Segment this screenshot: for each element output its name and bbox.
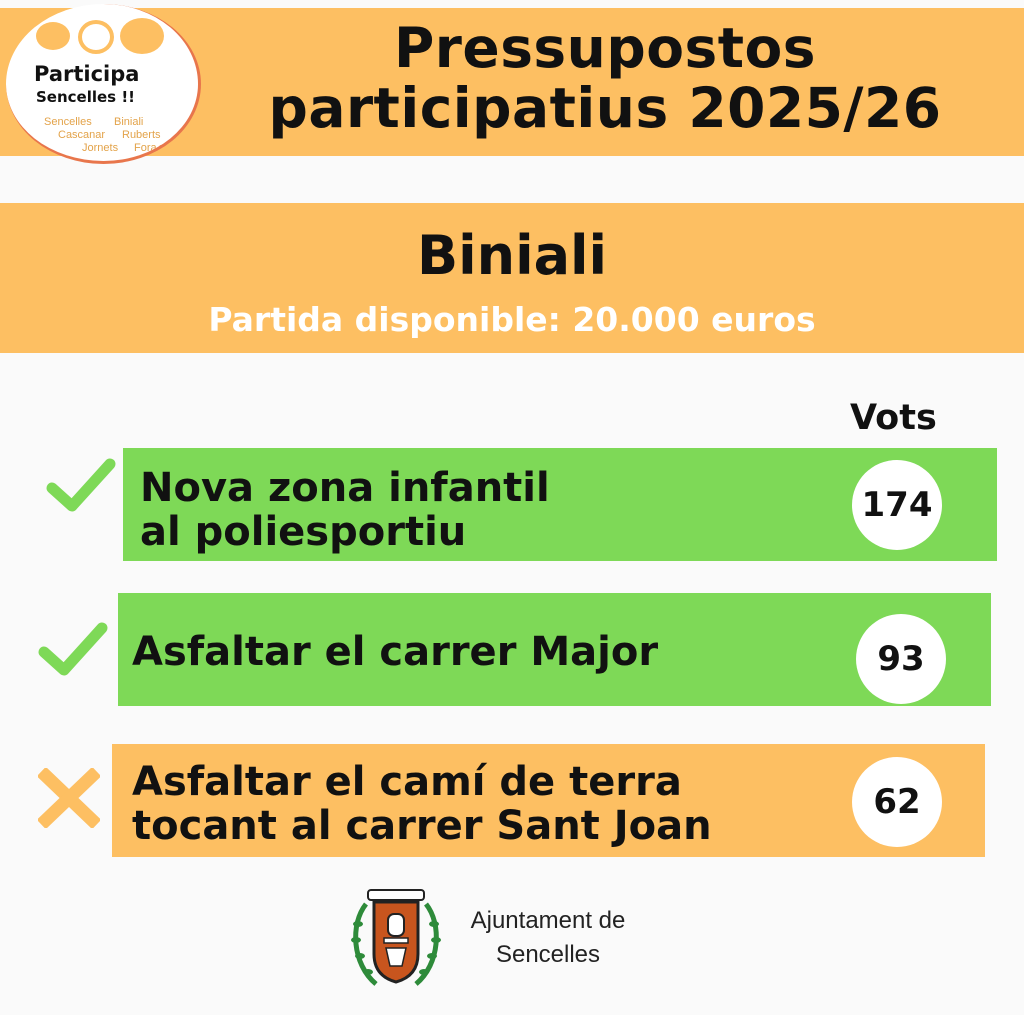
logo-place: Fora vila <box>134 142 177 154</box>
project-row <box>123 448 997 561</box>
participa-logo: Participa Sencelles !! Sencelles Biniali… <box>6 4 201 164</box>
project-title: Asfaltar el carrer Major <box>132 629 659 675</box>
logo-subtitle: Sencelles !! <box>36 88 136 106</box>
speech-bubble-icon <box>120 18 164 54</box>
district-banner <box>0 203 1024 353</box>
project-row <box>112 744 985 857</box>
footer-line1: Ajuntament de <box>470 907 626 934</box>
vote-count: 62 <box>852 757 942 847</box>
project-row <box>118 593 991 706</box>
vote-count: 174 <box>852 460 942 550</box>
project-title-line1: Asfaltar el camí de terra <box>132 759 682 805</box>
footer-text: Ajuntament de Sencelles <box>458 904 638 972</box>
vote-count: 93 <box>856 614 946 704</box>
page-title-line1: Pressupostos <box>393 16 817 80</box>
cross-icon <box>36 766 102 832</box>
district-budget: Partida disponible: 20.000 euros <box>208 300 816 339</box>
logo-place: Ruberts <box>122 129 161 141</box>
check-icon <box>38 620 108 684</box>
page-title-line2: participatius 2025/26 <box>268 76 942 140</box>
speech-bubble-icon <box>78 20 114 54</box>
project-title-line1: Nova zona infantil <box>140 465 550 511</box>
logo-place: Sencelles <box>44 116 92 128</box>
footer-line2: Sencelles <box>495 941 601 968</box>
project-title: Nova zona infantil al poliesportiu <box>140 466 550 554</box>
check-icon <box>46 456 116 520</box>
logo-name: Participa <box>34 62 140 86</box>
project-title-line2: al poliesportiu <box>140 509 467 555</box>
town-crest-icon <box>346 884 446 996</box>
page-title: Pressupostos participatius 2025/26 <box>210 18 1000 138</box>
logo-place: Biniali <box>114 116 144 128</box>
votes-column-header: Vots <box>850 398 937 438</box>
project-title-line2: tocant al carrer Sant Joan <box>132 803 712 849</box>
logo-place: Cascanar <box>58 129 106 141</box>
district-name: Biniali <box>416 224 608 287</box>
project-title: Asfaltar el camí de terra tocant al carr… <box>132 760 712 848</box>
speech-bubble-icon <box>36 22 70 50</box>
logo-place: Jornets <box>82 142 119 154</box>
